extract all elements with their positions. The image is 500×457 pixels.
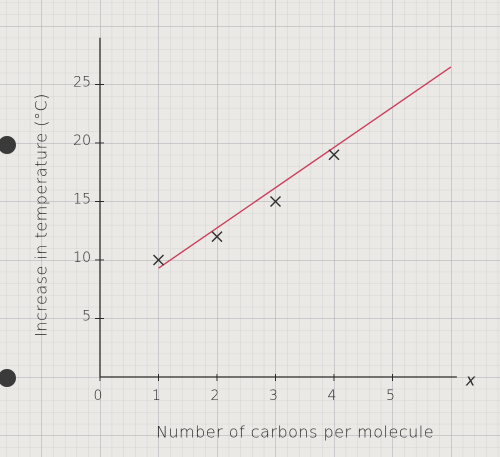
y-tick-label: 10 — [73, 250, 91, 266]
x-axis-label: Number of carbons per molecule — [156, 423, 434, 442]
punch-hole — [0, 136, 16, 154]
x-tick-label: 2 — [211, 388, 220, 404]
y-tick-label: 25 — [73, 75, 91, 91]
x-tick-label: 1 — [152, 388, 161, 404]
point-cross — [270, 196, 281, 207]
punch-hole — [0, 369, 16, 387]
x-tick-label: 0 — [94, 388, 103, 404]
y-tick-label: 20 — [73, 133, 91, 149]
y-tick-label: 5 — [82, 309, 91, 325]
y-axis-label: Increase in temperature (°C) — [32, 93, 51, 337]
x-tick-label: 3 — [269, 388, 278, 404]
x-axis-symbol: x — [465, 371, 476, 390]
point-cross — [211, 231, 223, 243]
fit-line — [158, 66, 452, 269]
x-tick-label: 5 — [386, 388, 395, 404]
y-tick-label: 15 — [73, 192, 91, 208]
x-tick-label: 4 — [328, 388, 337, 404]
point-cross — [328, 149, 340, 161]
point-cross — [153, 254, 164, 266]
